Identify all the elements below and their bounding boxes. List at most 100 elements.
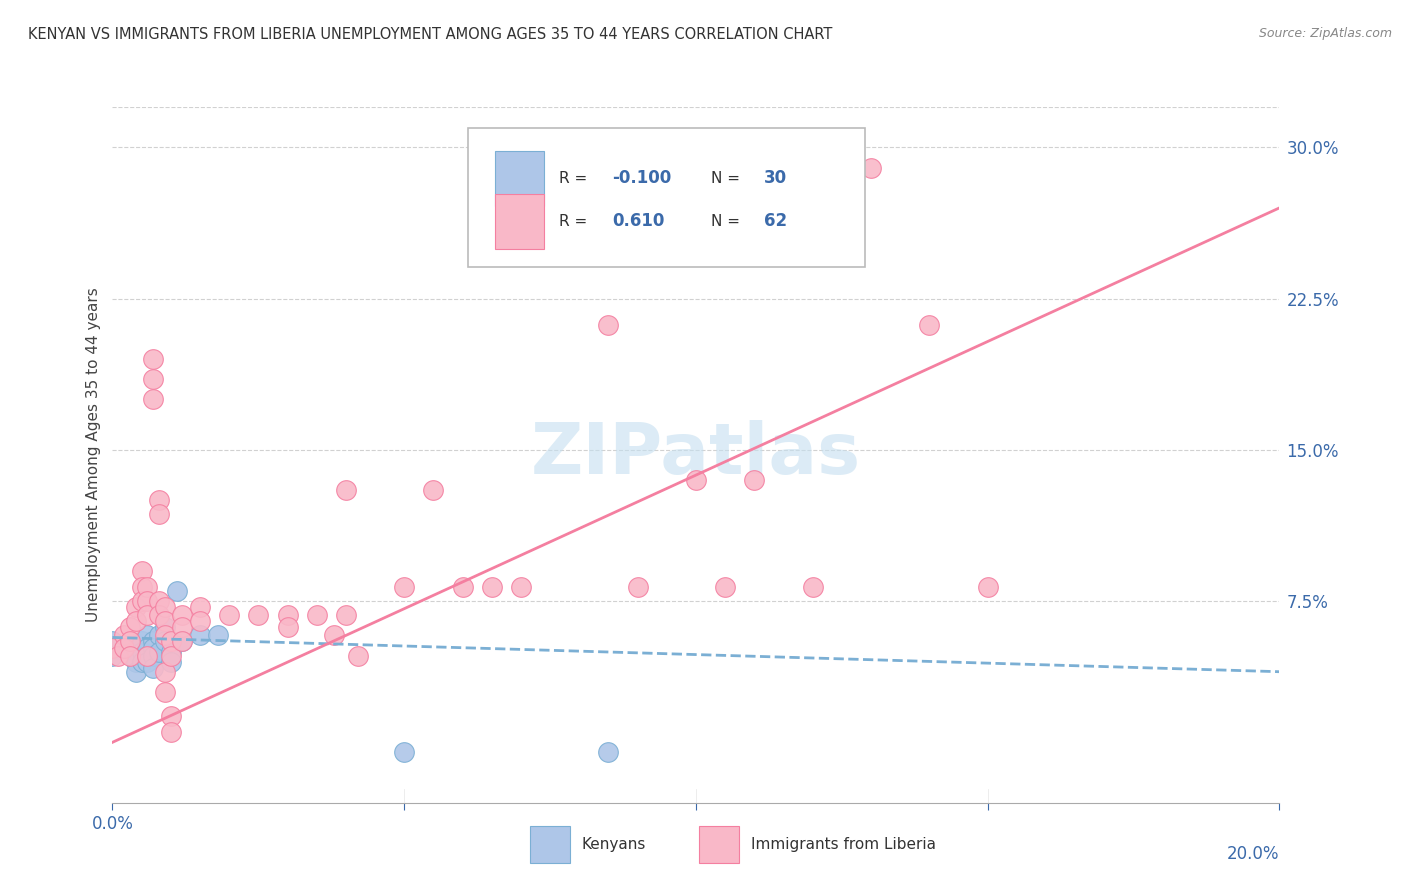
Point [742, 473, 765, 487]
Text: R =: R = [560, 171, 592, 186]
Point [142, 640, 165, 655]
Point [142, 648, 165, 663]
Point [568, 211, 591, 225]
Text: Source: ZipAtlas.com: Source: ZipAtlas.com [1258, 27, 1392, 40]
Text: 30: 30 [763, 169, 787, 187]
Point [655, 201, 678, 215]
Point [142, 392, 165, 407]
Point [118, 620, 141, 634]
Point [118, 634, 141, 648]
Point [188, 628, 211, 642]
Point [714, 580, 737, 594]
Point [101, 640, 124, 655]
Point [160, 709, 183, 723]
Point [136, 580, 159, 594]
Point [685, 473, 707, 487]
Point [148, 508, 170, 522]
Point [136, 594, 159, 608]
Point [107, 648, 129, 663]
Text: Immigrants from Liberia: Immigrants from Liberia [751, 837, 936, 852]
Point [160, 725, 183, 739]
Point [247, 608, 270, 623]
Point [160, 634, 183, 648]
Point [131, 634, 153, 648]
Point [422, 483, 444, 498]
Point [125, 600, 148, 615]
Point [136, 628, 159, 642]
Point [392, 745, 416, 759]
Point [598, 745, 620, 759]
Point [148, 608, 170, 623]
Point [118, 640, 141, 655]
Point [142, 634, 165, 648]
Point [172, 620, 194, 634]
Point [481, 580, 503, 594]
Point [335, 608, 357, 623]
Point [276, 608, 298, 623]
Point [112, 640, 135, 655]
Point [188, 615, 211, 629]
Point [218, 608, 240, 623]
Point [801, 580, 824, 594]
Text: KENYAN VS IMMIGRANTS FROM LIBERIA UNEMPLOYMENT AMONG AGES 35 TO 44 YEARS CORRELA: KENYAN VS IMMIGRANTS FROM LIBERIA UNEMPL… [28, 27, 832, 42]
Text: 62: 62 [763, 212, 787, 230]
Point [451, 580, 474, 594]
Point [148, 644, 170, 658]
Point [160, 644, 183, 658]
Point [346, 648, 368, 663]
Point [101, 648, 124, 663]
Point [131, 564, 153, 578]
Text: -0.100: -0.100 [612, 169, 671, 187]
Point [976, 580, 998, 594]
Point [598, 318, 620, 332]
Text: 0.610: 0.610 [612, 212, 664, 230]
Point [323, 628, 346, 642]
Text: R =: R = [560, 214, 598, 229]
Point [131, 580, 153, 594]
Point [136, 648, 159, 663]
Point [142, 352, 165, 367]
Point [276, 620, 298, 634]
Point [148, 493, 170, 508]
Point [136, 640, 159, 655]
Text: N =: N = [711, 214, 745, 229]
FancyBboxPatch shape [530, 826, 569, 863]
Point [172, 608, 194, 623]
Point [153, 600, 176, 615]
Point [148, 594, 170, 608]
Point [131, 594, 153, 608]
Point [125, 655, 148, 669]
Point [172, 634, 194, 648]
Point [172, 634, 194, 648]
Point [136, 648, 159, 663]
Point [118, 648, 141, 663]
FancyBboxPatch shape [495, 194, 544, 249]
Point [131, 644, 153, 658]
Point [509, 580, 531, 594]
Point [160, 655, 183, 669]
Point [153, 615, 176, 629]
Text: Kenyans: Kenyans [582, 837, 645, 852]
Point [148, 628, 170, 642]
Point [101, 634, 124, 648]
Point [142, 661, 165, 675]
Point [112, 640, 135, 655]
Point [142, 372, 165, 386]
Y-axis label: Unemployment Among Ages 35 to 44 years: Unemployment Among Ages 35 to 44 years [86, 287, 101, 623]
Point [305, 608, 328, 623]
Point [335, 483, 357, 498]
FancyBboxPatch shape [495, 151, 544, 206]
Point [859, 161, 883, 175]
Point [153, 665, 176, 679]
Point [136, 608, 159, 623]
Point [153, 628, 176, 642]
Point [153, 685, 176, 699]
Text: N =: N = [711, 171, 745, 186]
Point [207, 628, 229, 642]
Point [136, 655, 159, 669]
Point [153, 620, 176, 634]
Point [918, 318, 941, 332]
Point [125, 665, 148, 679]
Point [153, 634, 176, 648]
Point [626, 580, 648, 594]
